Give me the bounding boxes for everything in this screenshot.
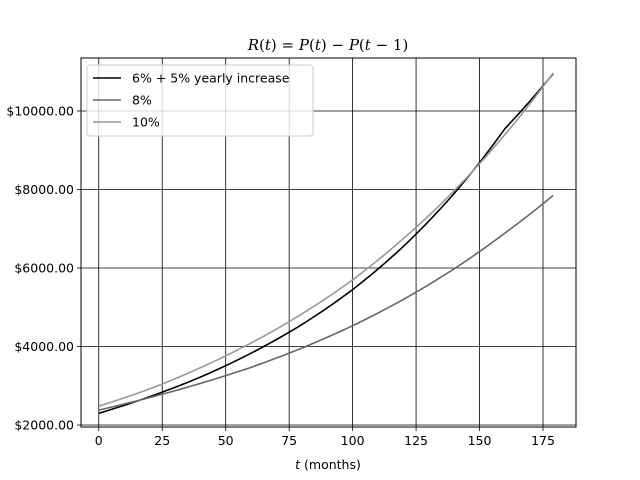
title-variable: t xyxy=(265,36,272,54)
y-tick-label: $4000.00 xyxy=(14,339,74,354)
x-tick-label: 125 xyxy=(404,433,428,448)
legend-label: 10% xyxy=(132,115,160,130)
title-variable: t xyxy=(365,36,372,54)
title-variable: P xyxy=(348,36,360,54)
series-line xyxy=(98,72,554,407)
title-variable: R xyxy=(247,36,259,54)
x-axis-title: t (months) xyxy=(295,457,361,472)
title-text: ) − xyxy=(321,36,349,54)
legend-box xyxy=(86,64,314,137)
y-tick-label: $6000.00 xyxy=(14,261,74,276)
x-axis-title-variable: t xyxy=(295,457,301,472)
x-tick-label: 50 xyxy=(218,433,234,448)
title-text: ( xyxy=(359,36,365,54)
series-lines xyxy=(98,72,554,415)
x-tick-label: 75 xyxy=(281,433,297,448)
legend-label: 6% + 5% yearly increase xyxy=(132,71,290,86)
legend: 6% + 5% yearly increase 8% 10% xyxy=(86,64,314,137)
x-tick-label: 175 xyxy=(531,433,555,448)
x-axis-title-unit: (months) xyxy=(300,457,361,472)
x-tick-label: 25 xyxy=(154,433,170,448)
title-text: − 1) xyxy=(371,36,409,54)
x-tick-label: 150 xyxy=(468,433,492,448)
plot-frame xyxy=(80,57,577,428)
chart-title: R(t) = P(t) − P(t − 1) xyxy=(247,36,409,54)
title-text: ( xyxy=(259,36,265,54)
axis-ticks: 0 25 50 75 100 125 150 175 $2000.00 $4000.00 $6000… xyxy=(6,103,555,448)
legend-label: 8% xyxy=(132,93,152,108)
y-tick-label: $2000.00 xyxy=(14,418,74,433)
x-tick-label: 0 xyxy=(95,433,103,448)
title-text: ) = xyxy=(271,36,299,54)
x-tick-label: 100 xyxy=(341,433,365,448)
title-variable: t xyxy=(315,36,322,54)
y-tick-label: $10000.00 xyxy=(6,103,74,118)
series-line xyxy=(98,194,554,411)
y-tick-label: $8000.00 xyxy=(14,182,74,197)
title-variable: P xyxy=(298,36,310,54)
title-text: ( xyxy=(309,36,315,54)
